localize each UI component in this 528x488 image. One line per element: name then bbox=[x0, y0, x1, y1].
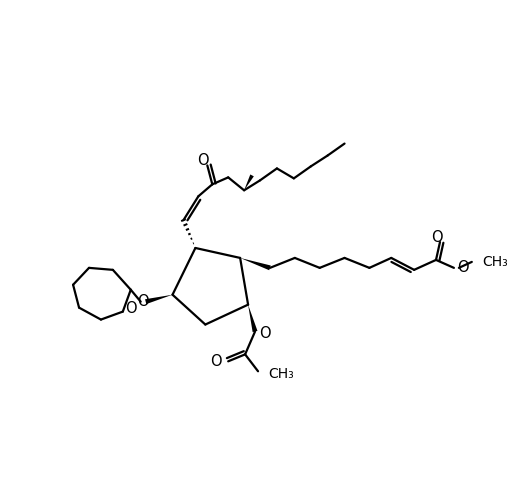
Text: O: O bbox=[197, 153, 209, 168]
Text: O: O bbox=[137, 294, 149, 309]
Text: O: O bbox=[259, 326, 271, 341]
Text: O: O bbox=[211, 354, 222, 369]
Polygon shape bbox=[248, 305, 258, 332]
Text: CH₃: CH₃ bbox=[268, 367, 294, 381]
Text: O: O bbox=[457, 261, 468, 275]
Text: O: O bbox=[125, 301, 136, 316]
Polygon shape bbox=[145, 295, 173, 304]
Polygon shape bbox=[240, 258, 271, 270]
Polygon shape bbox=[244, 174, 254, 190]
Text: CH₃: CH₃ bbox=[483, 255, 508, 269]
Text: O: O bbox=[431, 229, 443, 244]
